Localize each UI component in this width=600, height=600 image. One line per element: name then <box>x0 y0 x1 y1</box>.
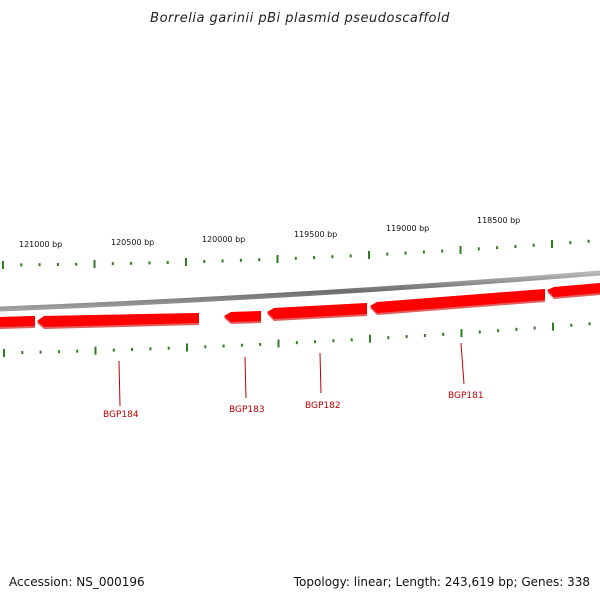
lower-tick <box>460 329 463 338</box>
upper-tick <box>20 263 23 267</box>
upper-tick <box>459 245 462 254</box>
upper-tick <box>2 260 4 269</box>
lower-tick <box>94 346 97 355</box>
topology-summary: Topology: linear; Length: 243,619 bp; Ge… <box>293 575 590 589</box>
lower-tick <box>332 339 335 343</box>
upper-tick <box>386 252 389 256</box>
lower-tick <box>204 345 207 349</box>
scale-ticks-upper <box>2 239 590 269</box>
upper-tick <box>166 260 169 264</box>
leader-bgp182 <box>319 352 322 394</box>
lower-tick <box>186 343 188 352</box>
lower-tick <box>478 330 481 334</box>
gene-arrow-bgp181[interactable] <box>370 289 545 315</box>
upper-tick <box>551 239 553 248</box>
upper-tick <box>239 258 242 262</box>
gene-arrow-bgp184[interactable] <box>37 313 199 329</box>
lower-tick <box>533 326 536 330</box>
gene-arrows <box>0 283 600 329</box>
upper-tick <box>75 262 78 266</box>
lower-tick <box>588 322 591 326</box>
upper-tick <box>532 243 535 247</box>
upper-tick <box>221 259 224 263</box>
backbone-line <box>0 270 600 312</box>
scale-label-118500: 118500 bp <box>477 216 520 225</box>
lower-tick <box>149 347 152 351</box>
lower-tick <box>259 342 262 346</box>
leader-bgp181 <box>460 342 465 385</box>
upper-tick <box>349 254 352 258</box>
gene-arrow-partial-right[interactable] <box>547 283 600 299</box>
map-title: Borrelia garinii pBi plasmid pseudoscaff… <box>150 11 450 26</box>
lower-tick <box>222 344 225 348</box>
gene-labels: BGP184 BGP183 BGP182 BGP181 <box>103 391 484 420</box>
gene-label-bgp184[interactable]: BGP184 <box>103 410 139 420</box>
gene-arrow-bgp183[interactable] <box>224 311 261 324</box>
lower-tick <box>497 329 500 333</box>
scale-label-120000: 120000 bp <box>202 235 245 244</box>
upper-tick <box>587 239 590 243</box>
lower-tick <box>57 350 60 354</box>
lower-tick <box>369 334 371 343</box>
lower-tick <box>405 335 408 339</box>
upper-tick <box>313 256 316 260</box>
upper-tick <box>130 261 133 265</box>
upper-tick <box>422 250 425 254</box>
upper-tick <box>368 250 370 259</box>
upper-tick <box>294 256 297 260</box>
scale-ticks-lower <box>3 322 591 357</box>
lower-tick <box>39 350 42 354</box>
upper-tick <box>56 263 59 267</box>
scale-label-119500: 119500 bp <box>294 230 337 239</box>
lower-tick <box>112 348 115 352</box>
lower-tick <box>552 322 554 331</box>
upper-tick <box>496 246 499 250</box>
lower-tick <box>570 323 573 327</box>
lower-tick <box>442 332 445 336</box>
gene-arrow-bgp182[interactable] <box>267 303 367 321</box>
upper-tick <box>93 259 96 268</box>
lower-tick <box>240 343 243 347</box>
lower-tick <box>295 341 298 345</box>
lower-tick <box>167 346 170 350</box>
upper-tick <box>276 254 279 263</box>
gene-arrow-partial-left[interactable] <box>0 316 35 329</box>
gene-leader-lines <box>118 342 465 407</box>
upper-tick <box>148 261 151 265</box>
leader-bgp184 <box>118 360 121 407</box>
lower-tick <box>76 349 79 353</box>
leader-bgp183 <box>244 356 247 399</box>
upper-tick <box>111 262 114 266</box>
upper-tick <box>203 259 206 263</box>
scale-label-121000: 121000 bp <box>19 240 62 249</box>
scale-label-119000: 119000 bp <box>386 224 429 233</box>
lower-tick <box>131 347 134 351</box>
upper-tick <box>404 251 407 255</box>
gene-label-bgp182[interactable]: BGP182 <box>305 401 341 411</box>
lower-tick <box>387 336 390 340</box>
lower-tick <box>515 327 518 331</box>
lower-tick <box>21 351 24 355</box>
lower-tick <box>350 338 353 342</box>
upper-tick <box>258 258 261 262</box>
scale-label-120500: 120500 bp <box>111 238 154 247</box>
upper-tick <box>477 247 480 251</box>
upper-tick <box>331 255 334 259</box>
gene-label-bgp183[interactable]: BGP183 <box>229 405 265 415</box>
upper-tick <box>569 241 572 245</box>
lower-tick <box>423 333 426 337</box>
lower-tick <box>277 339 280 348</box>
lower-tick <box>314 340 317 344</box>
upper-tick <box>185 257 187 266</box>
upper-tick <box>441 249 444 253</box>
accession-text: Accession: NS_000196 <box>9 575 145 589</box>
scale-labels: 121000 bp 120500 bp 120000 bp 119500 bp … <box>19 216 520 249</box>
upper-tick <box>514 244 517 248</box>
lower-tick <box>3 348 5 357</box>
upper-tick <box>38 263 41 267</box>
gene-label-bgp181[interactable]: BGP181 <box>448 391 484 401</box>
